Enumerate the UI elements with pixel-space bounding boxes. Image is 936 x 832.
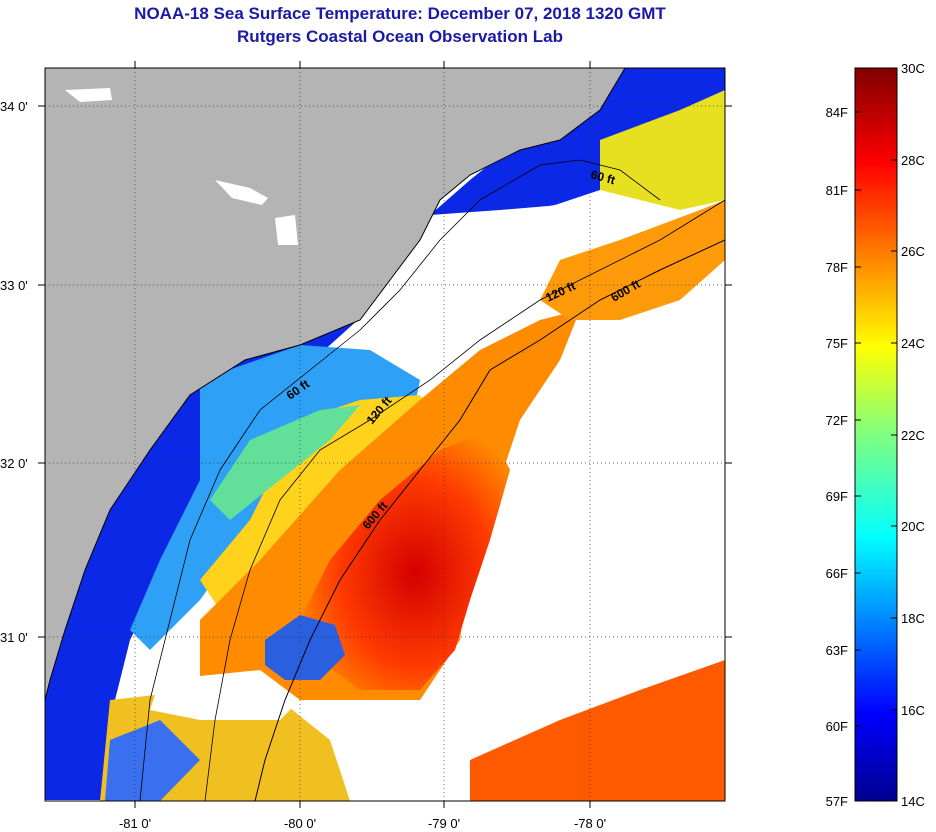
map-subtitle: Rutgers Coastal Ocean Observation Lab [237,27,563,46]
sst-imagery [45,68,725,801]
southwest-blue [105,720,200,801]
northeast-yellow [600,90,725,210]
colorbar-ticks [855,111,897,727]
colorbar-f-label: 66F [826,566,848,581]
colorbar-c-label: 20C [901,519,925,534]
land [45,68,625,700]
colorbar-f-label: 63F [826,643,848,658]
cloud-north [350,205,600,320]
colorbar-f-label: 72F [826,413,848,428]
land-white-patch [215,180,268,205]
lat-tick-label: 33 0' [0,278,28,293]
lon-tick-label: -80 0' [284,816,316,831]
colorbar-c-label: 26C [901,244,925,259]
colorbar-f-label: 60F [826,719,848,734]
cloud-south [430,700,470,801]
colorbar-f-label: 81F [826,183,848,198]
colorbar-c-label: 28C [901,153,925,168]
cold-eddy [265,615,345,680]
warm-core [300,430,510,690]
colorbar-c-label: 22C [901,428,925,443]
northeast-warm [540,200,725,320]
colorbar-c-label: 16C [901,703,925,718]
lon-tick-label: -79 0' [428,816,460,831]
lat-tick-label: 34 0' [0,99,28,114]
map-frame [44,67,726,802]
tick-marks [38,61,732,808]
land-white-patch [65,88,112,102]
colorbar [854,67,898,802]
cloud-southcentral [150,670,300,720]
contour-120ft [204,199,725,801]
colorbar-c-label: 30C [901,61,925,76]
lon-tick-label: -81 0' [119,816,151,831]
contour-label: 60 ft [589,167,616,187]
green-water-band [210,405,360,520]
lat-tick-label: 32 0' [0,456,28,471]
colorbar-f-label: 57F [826,794,848,809]
colorbar-f-label: 78F [826,260,848,275]
lon-tick-label: -78 0' [574,816,606,831]
colorbar-f-label: 69F [826,489,848,504]
contour-600ft [254,239,725,801]
lat-tick-label: 31 0' [0,630,28,645]
map-title: NOAA-18 Sea Surface Temperature: Decembe… [134,4,666,23]
coastline [45,68,626,701]
contour-60ft [139,159,661,801]
southeast-warm [470,660,725,801]
colorbar-f-label: 84F [826,105,848,120]
cloud-east [470,290,725,660]
colorbar-f-label: 75F [826,336,848,351]
land-white-patch [275,215,298,245]
colorbar-c-label: 18C [901,611,925,626]
colorbar-c-label: 24C [901,336,925,351]
colorbar-c-label: 14C [901,794,925,809]
gridlines [45,68,725,801]
